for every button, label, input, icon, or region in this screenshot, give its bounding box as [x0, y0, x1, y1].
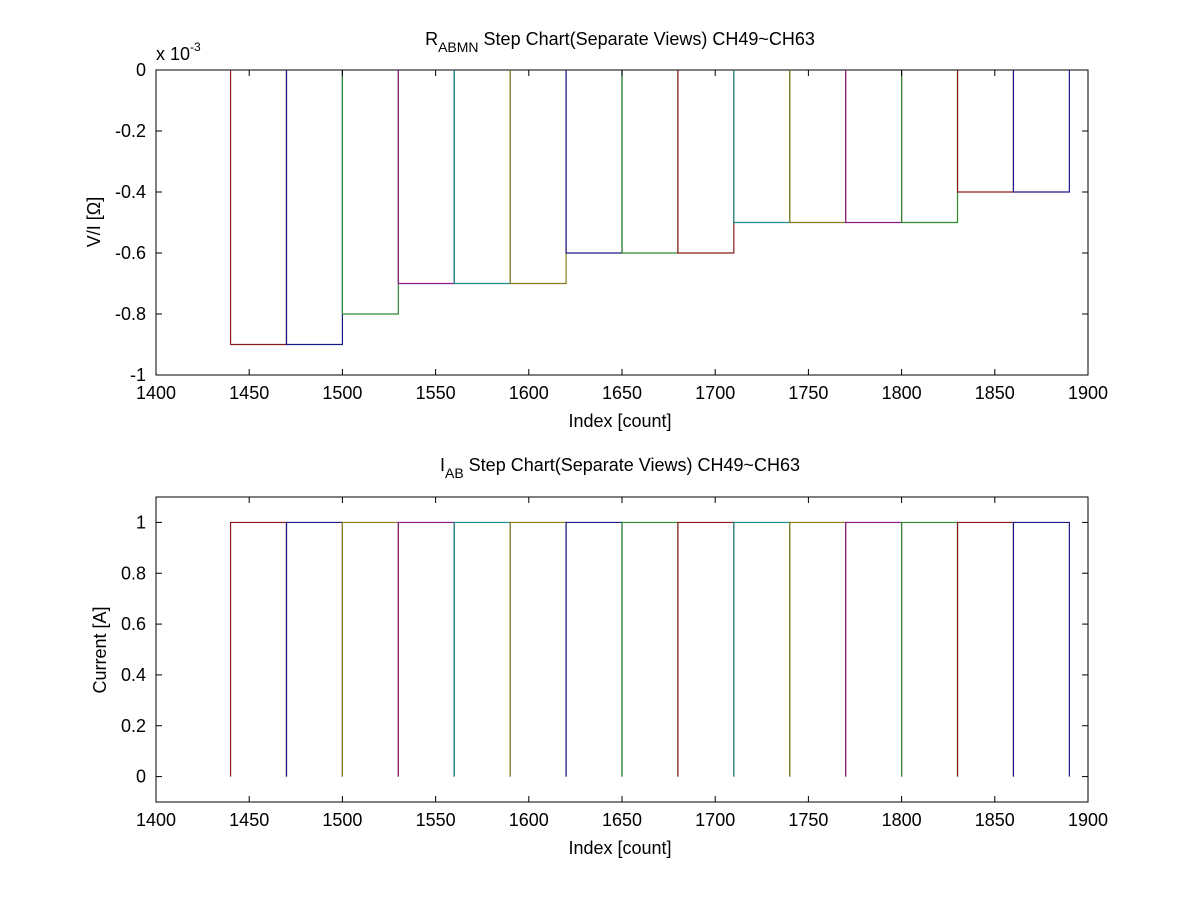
chart-rabmn-xtick-label: 1850: [975, 383, 1015, 403]
chart-iab-xtick-label: 1550: [416, 810, 456, 830]
chart-rabmn-xtick-label: 1550: [416, 383, 456, 403]
chart-iab-xtick-label: 1850: [975, 810, 1015, 830]
chart-rabmn: RABMN Step Chart(Separate Views) CH49~CH…: [84, 29, 1108, 431]
chart-iab-series-line: [1012, 521, 1070, 777]
chart-rabmn-ytick-label: -0.8: [115, 304, 146, 324]
chart-iab-title: IAB Step Chart(Separate Views) CH49~CH63: [440, 455, 800, 481]
chart-rabmn-ytick-label: -0.2: [115, 121, 146, 141]
chart-iab-ylabel: Current [A]: [90, 606, 110, 693]
chart-rabmn-exponent: x 10-3: [156, 40, 201, 64]
chart-rabmn-ylabel: V/I [Ω]: [84, 197, 104, 247]
chart-iab-xtick-label: 1400: [136, 810, 176, 830]
chart-rabmn-xtick-label: 1900: [1068, 383, 1108, 403]
chart-iab-ytick-label: 1: [136, 512, 146, 532]
chart-rabmn-xtick-label: 1450: [229, 383, 269, 403]
chart-rabmn-ytick-label: -1: [130, 365, 146, 385]
chart-rabmn-xtick-label: 1650: [602, 383, 642, 403]
chart-iab-series-group: [229, 521, 1070, 777]
chart-iab-xtick-label: 1600: [509, 810, 549, 830]
chart-iab-ytick-label: 0: [136, 767, 146, 787]
chart-iab-ytick-label: 0.8: [121, 563, 146, 583]
chart-iab-yticks: 0 0.2 0.4 0.6 0.8 1: [121, 512, 1088, 787]
chart-rabmn-title: RABMN Step Chart(Separate Views) CH49~CH…: [425, 29, 815, 55]
chart-iab-xtick-label: 1900: [1068, 810, 1108, 830]
chart-rabmn-xticks: 1400 1450 1500 1550 1600 1650 1700 1750 1800 1850…: [136, 70, 1108, 403]
chart-iab-ytick-label: 0.6: [121, 614, 146, 634]
chart-rabmn-ytick-label: -0.4: [115, 182, 146, 202]
chart-iab-xtick-label: 1750: [788, 810, 828, 830]
chart-iab-ytick-label: 0.4: [121, 665, 146, 685]
chart-iab-xtick-label: 1500: [322, 810, 362, 830]
chart-rabmn-ytick-label: 0: [136, 60, 146, 80]
chart-iab-xticks: 1400 1450 1500 1550 1600 1650 1700 1750 1800 1850…: [136, 497, 1108, 830]
chart-rabmn-xtick-label: 1400: [136, 383, 176, 403]
chart-rabmn-series-group: [229, 70, 1070, 346]
chart-rabmn-xtick-label: 1800: [882, 383, 922, 403]
chart-rabmn-xtick-label: 1700: [695, 383, 735, 403]
chart-rabmn-series-line: [1012, 70, 1070, 193]
chart-rabmn-yticks: -1 -0.8 -0.6 -0.4 -0.2 0: [115, 60, 1088, 385]
chart-rabmn-ytick-label: -0.6: [115, 243, 146, 263]
chart-rabmn-xlabel: Index [count]: [568, 411, 671, 431]
chart-rabmn-xtick-label: 1600: [509, 383, 549, 403]
chart-iab-xtick-label: 1700: [695, 810, 735, 830]
chart-rabmn-xtick-label: 1750: [788, 383, 828, 403]
chart-iab-xlabel: Index [count]: [568, 838, 671, 858]
chart-iab-xtick-label: 1650: [602, 810, 642, 830]
chart-rabmn-xtick-label: 1500: [322, 383, 362, 403]
chart-iab: IAB Step Chart(Separate Views) CH49~CH63…: [90, 455, 1108, 858]
chart-iab-xtick-label: 1450: [229, 810, 269, 830]
chart-iab-ytick-label: 0.2: [121, 716, 146, 736]
chart-iab-xtick-label: 1800: [882, 810, 922, 830]
